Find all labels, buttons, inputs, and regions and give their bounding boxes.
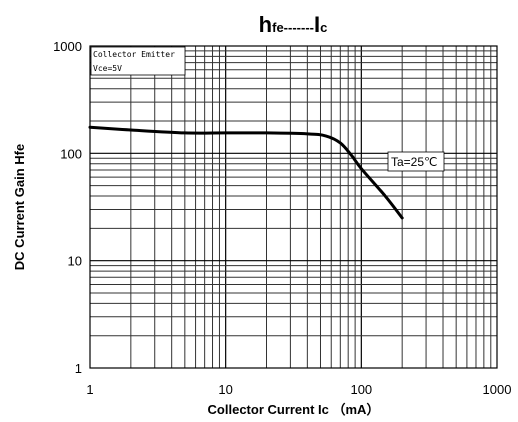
title-h: h xyxy=(259,12,272,37)
chart-title: hfe-------Ic xyxy=(259,12,328,37)
x-tick-label: 10 xyxy=(218,382,232,397)
y-axis-label: DC Current Gain Hfe xyxy=(12,144,27,270)
title-c: c xyxy=(320,20,327,35)
x-tick-label: 1000 xyxy=(483,382,512,397)
x-tick-label: 1 xyxy=(86,382,93,397)
y-tick-label: 100 xyxy=(60,146,82,161)
y-tick-labels: 1 10 100 1000 xyxy=(53,39,82,376)
x-axis-label: Collector Current Ic （mA） xyxy=(208,402,380,417)
title-i: I xyxy=(314,12,320,37)
x-tick-label: 100 xyxy=(350,382,372,397)
condition-box xyxy=(90,46,186,76)
plot-frame xyxy=(89,45,498,369)
condition-line-2: Vce=5V xyxy=(93,64,122,73)
grid xyxy=(90,46,497,368)
title-dashes: ------- xyxy=(284,20,314,35)
y-tick-label: 10 xyxy=(68,254,82,269)
temperature-box xyxy=(387,151,445,172)
x-tick-labels: 1 10 100 1000 xyxy=(86,382,511,397)
y-tick-label: 1 xyxy=(75,361,82,376)
condition-line-1: Collector Emitter xyxy=(93,50,175,59)
y-tick-label: 1000 xyxy=(53,39,82,54)
series-line xyxy=(88,125,404,220)
title-fe: fe xyxy=(272,20,284,35)
temperature-label: Ta=25℃ xyxy=(391,155,438,169)
